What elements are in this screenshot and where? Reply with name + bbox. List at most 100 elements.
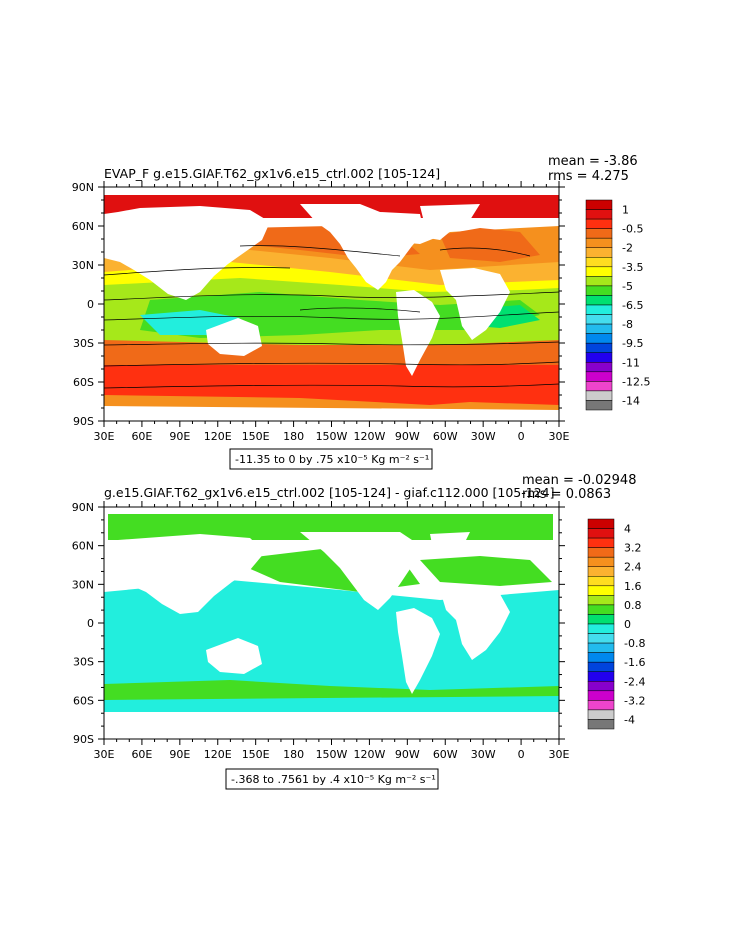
colorbar-swatch [585,209,613,220]
x-tick-label: 60E [131,748,152,761]
x-tick-label: 60E [131,430,152,443]
colorbar-label: -2.4 [624,675,645,688]
colorbar-swatch [585,218,613,229]
x-tick-label: 60W [433,430,458,443]
x-tick-label: 90E [169,748,190,761]
x-tick-label: 0 [518,748,525,761]
colorbar-swatch [587,661,615,672]
panel-b-range-box [225,768,439,790]
colorbar-swatch [585,266,613,277]
x-tick-label: 90W [395,430,420,443]
colorbar-swatch [585,228,613,239]
colorbar-swatch [585,295,613,306]
y-tick-label: 90N [72,181,94,194]
x-tick-label: 30E [94,430,115,443]
x-tick-label: 30W [471,748,496,761]
colorbar-label: -3.2 [624,694,645,707]
y-tick-label: 30N [72,578,94,591]
colorbar-swatch [587,547,615,558]
colorbar-swatch [587,566,615,577]
colorbar-label: 0.8 [624,599,642,612]
colorbar-swatch [585,390,613,401]
panel-b-field [104,507,559,739]
colorbar-swatch [587,652,615,663]
colorbar-label: -5 [622,280,633,293]
panel-a-mean: mean = -3.86 [548,154,638,169]
colorbar-swatch [585,257,613,268]
colorbar-label: -9.5 [622,337,643,350]
colorbar-label: 0 [624,618,631,631]
panel-b-mean: mean = -0.02948 [522,473,636,488]
panel-evap: EVAP_F g.e15.GIAF.T62_gx1v6.e15_ctrl.002… [72,154,650,470]
x-tick-label: 90W [395,748,420,761]
colorbar-swatch [585,371,613,382]
colorbar-swatch [587,623,615,634]
colorbar-swatch [587,633,615,644]
colorbar-swatch [585,237,613,248]
y-tick-label: 0 [87,298,94,311]
colorbar-swatch [587,719,615,730]
colorbar-swatch [587,528,615,539]
colorbar-swatch [587,642,615,653]
colorbar-label: -0.8 [624,637,645,650]
colorbar-label: -1.6 [624,656,645,669]
colorbar-label: -0.5 [622,223,643,236]
x-tick-label: 120W [353,430,385,443]
colorbar-label: 1.6 [624,580,642,593]
x-tick-label: 150W [316,748,348,761]
x-tick-label: 30E [94,748,115,761]
colorbar-label: -12.5 [622,375,650,388]
y-tick-label: 60S [73,694,94,707]
colorbar-swatch [587,681,615,692]
colorbar-swatch [587,537,615,548]
x-tick-label: 0 [518,430,525,443]
colorbar-label: 1 [622,204,629,217]
x-tick-label: 120E [204,748,232,761]
y-tick-label: 90N [72,501,94,514]
panel-a-rms: rms = 4.275 [548,169,629,184]
panel-a-axes: 30E 60E 90E 120E 150E 180 150W 120W 90W 60W 30W 0 30… [72,181,570,443]
panel-b-range-label: -.368 to .7561 by .4 x10⁻⁵ Kg m⁻² s⁻¹ [231,773,436,786]
x-tick-label: 30W [471,430,496,443]
colorbar-swatch [585,352,613,363]
colorbar-label: 3.2 [624,542,642,555]
colorbar-label: -14 [622,394,640,407]
x-tick-label: 180 [283,430,304,443]
colorbar-swatch [587,595,615,606]
panel-a-title: EVAP_F g.e15.GIAF.T62_gx1v6.e15_ctrl.002… [104,166,440,181]
y-tick-label: 90S [73,733,94,746]
panel-b-colorbar: 4 3.2 2.4 1.6 0.8 0 -0.8 -1.6 -2.4 -3.2 -4 [587,518,645,730]
y-tick-label: 30S [73,337,94,350]
colorbar-label: -8 [622,318,633,331]
colorbar-swatch [585,381,613,392]
panel-diff: g.e15.GIAF.T62_gx1v6.e15_ctrl.002 [105-1… [72,473,645,790]
x-tick-label: 150E [242,430,270,443]
colorbar-swatch [585,342,613,353]
colorbar-swatch [585,400,613,411]
colorbar-label: -2 [622,242,633,255]
y-tick-label: 60N [72,540,94,553]
x-tick-label: 120E [204,430,232,443]
colorbar-swatch [587,585,615,596]
x-tick-label: 90E [169,430,190,443]
colorbar-swatch [587,614,615,625]
colorbar-swatch [585,247,613,258]
panel-b-axes: 30E 60E 90E 120E 150E 180 150W 120W 90W 60W 30W 0 30… [72,501,570,761]
y-tick-label: 30N [72,259,94,272]
y-tick-label: 30S [73,656,94,669]
x-tick-label: 150W [316,430,348,443]
panel-b-rms: rms = 0.0863 [522,487,611,502]
panel-a-range-label: -11.35 to 0 by .75 x10⁻⁵ Kg m⁻² s⁻¹ [235,453,429,466]
panel-a-field [104,187,559,421]
colorbar-swatch [587,604,615,615]
colorbar-swatch [585,285,613,296]
colorbar-swatch [587,709,615,720]
colorbar-label: -11 [622,356,640,369]
colorbar-label: -3.5 [622,261,643,274]
colorbar-swatch [585,362,613,373]
colorbar-swatch [587,556,615,567]
colorbar-label: 4 [624,523,631,536]
panel-a-colorbar: 1 -0.5 -2 -3.5 -5 -6.5 -8 -9.5 -11 -12.5 -14 [585,199,650,411]
panel-a-range-box [229,448,433,470]
